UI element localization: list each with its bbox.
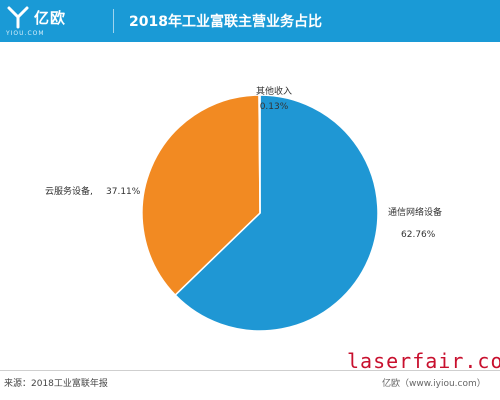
header-divider xyxy=(113,9,114,33)
slice-label-value: 62.76% xyxy=(401,230,436,240)
logo-icon xyxy=(7,6,29,29)
pie-slices xyxy=(141,94,379,332)
logo-subtext: YIOU.COM xyxy=(6,30,45,37)
slice-label-value: 37.11% xyxy=(106,187,141,197)
logo-text: 亿欧 xyxy=(34,9,67,27)
pie-chart: 其他收入 0.13% 云服务设备, 37.11% 通信网络设备 62.76% xyxy=(45,85,442,332)
yiou-logo[interactable]: 亿欧 YIOU.COM xyxy=(6,4,106,38)
pie-slice xyxy=(258,94,261,214)
slice-label-name: 通信网络设备 xyxy=(388,206,442,218)
chart-title: 2018年工业富联主营业务占比 xyxy=(129,14,322,30)
watermark: laserfair.com xyxy=(347,349,500,373)
pie-slice xyxy=(174,94,379,332)
footer-brand: 亿欧（www.iyiou.com） xyxy=(382,379,486,389)
slice-label-value: 0.13% xyxy=(260,102,289,112)
pie-slice xyxy=(141,94,261,297)
header-bar: 亿欧 YIOU.COM 2018年工业富联主营业务占比 xyxy=(0,0,500,42)
slice-label-name: 其他收入 xyxy=(256,85,292,97)
source-note: 来源：2018工业富联年报 xyxy=(4,379,108,389)
pie-labels: 其他收入 0.13% 云服务设备, 37.11% 通信网络设备 62.76% xyxy=(45,85,442,240)
footer-divider xyxy=(0,370,500,371)
slice-label-name: 云服务设备, xyxy=(45,185,93,197)
